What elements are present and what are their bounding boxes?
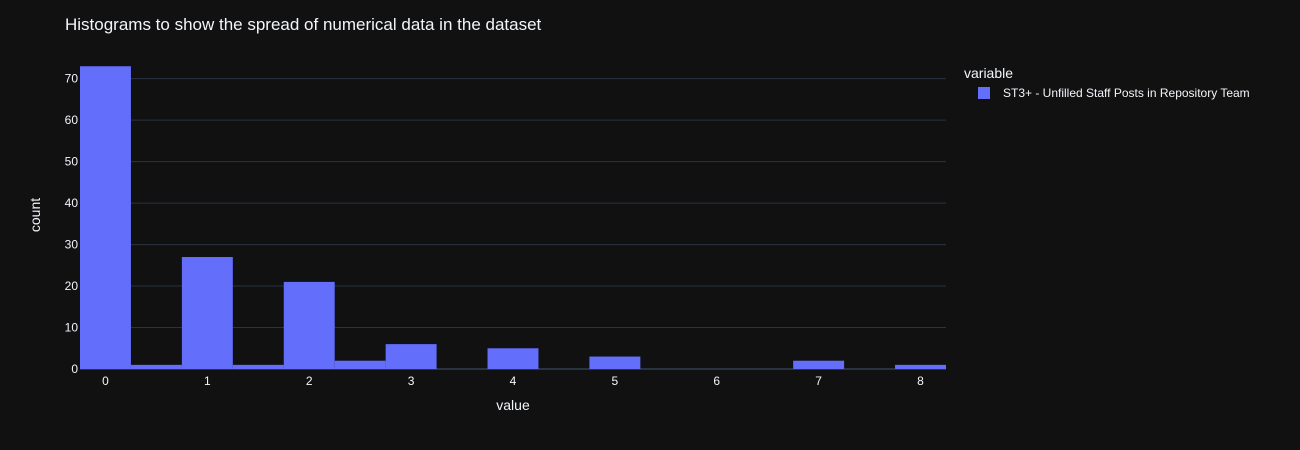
y-axis-title: count	[27, 198, 43, 232]
x-tick-label: 2	[306, 374, 313, 388]
histogram-bar[interactable]	[80, 66, 131, 370]
legend-title: variable	[964, 65, 1013, 81]
histogram-bar[interactable]	[487, 348, 539, 369]
x-tick-label: 0	[102, 374, 109, 388]
x-tick-label: 5	[612, 374, 619, 388]
histogram-bar[interactable]	[181, 257, 233, 369]
x-tick-layer: 0 1 2 3 4 5 6 7 8	[102, 374, 924, 388]
histogram-bar[interactable]	[589, 356, 641, 369]
histogram-bar[interactable]	[385, 344, 437, 369]
x-tick-label: 6	[713, 374, 720, 388]
histogram-bar[interactable]	[334, 360, 386, 369]
x-tick-label: 3	[408, 374, 415, 388]
y-tick-label: 70	[65, 72, 79, 86]
y-tick-label: 60	[65, 113, 79, 127]
y-tick-label: 40	[65, 196, 79, 210]
legend[interactable]: variable ST3+ - Unfilled Staff Posts in …	[964, 65, 1250, 100]
histogram-bar[interactable]	[283, 281, 335, 369]
y-tick-label: 50	[65, 155, 79, 169]
x-tick-label: 7	[815, 374, 822, 388]
histogram-bar[interactable]	[130, 364, 182, 369]
x-axis-title: value	[496, 397, 530, 413]
histogram-bar[interactable]	[793, 360, 845, 369]
x-tick-label: 4	[510, 374, 517, 388]
legend-item-label[interactable]: ST3+ - Unfilled Staff Posts in Repositor…	[1003, 86, 1250, 100]
x-tick-label: 1	[204, 374, 211, 388]
y-tick-label: 10	[65, 321, 79, 335]
y-tick-label: 30	[65, 238, 79, 252]
bar-layer	[80, 66, 946, 370]
y-tick-label: 0	[71, 362, 78, 376]
legend-swatch[interactable]	[978, 87, 990, 99]
x-tick-label: 8	[917, 374, 924, 388]
histogram-bar[interactable]	[232, 364, 284, 369]
chart-title: Histograms to show the spread of numeric…	[65, 15, 542, 34]
histogram-bar[interactable]	[895, 364, 946, 369]
y-tick-label: 20	[65, 279, 79, 293]
y-tick-layer: 0 10 20 30 40 50 60 70	[65, 72, 79, 376]
